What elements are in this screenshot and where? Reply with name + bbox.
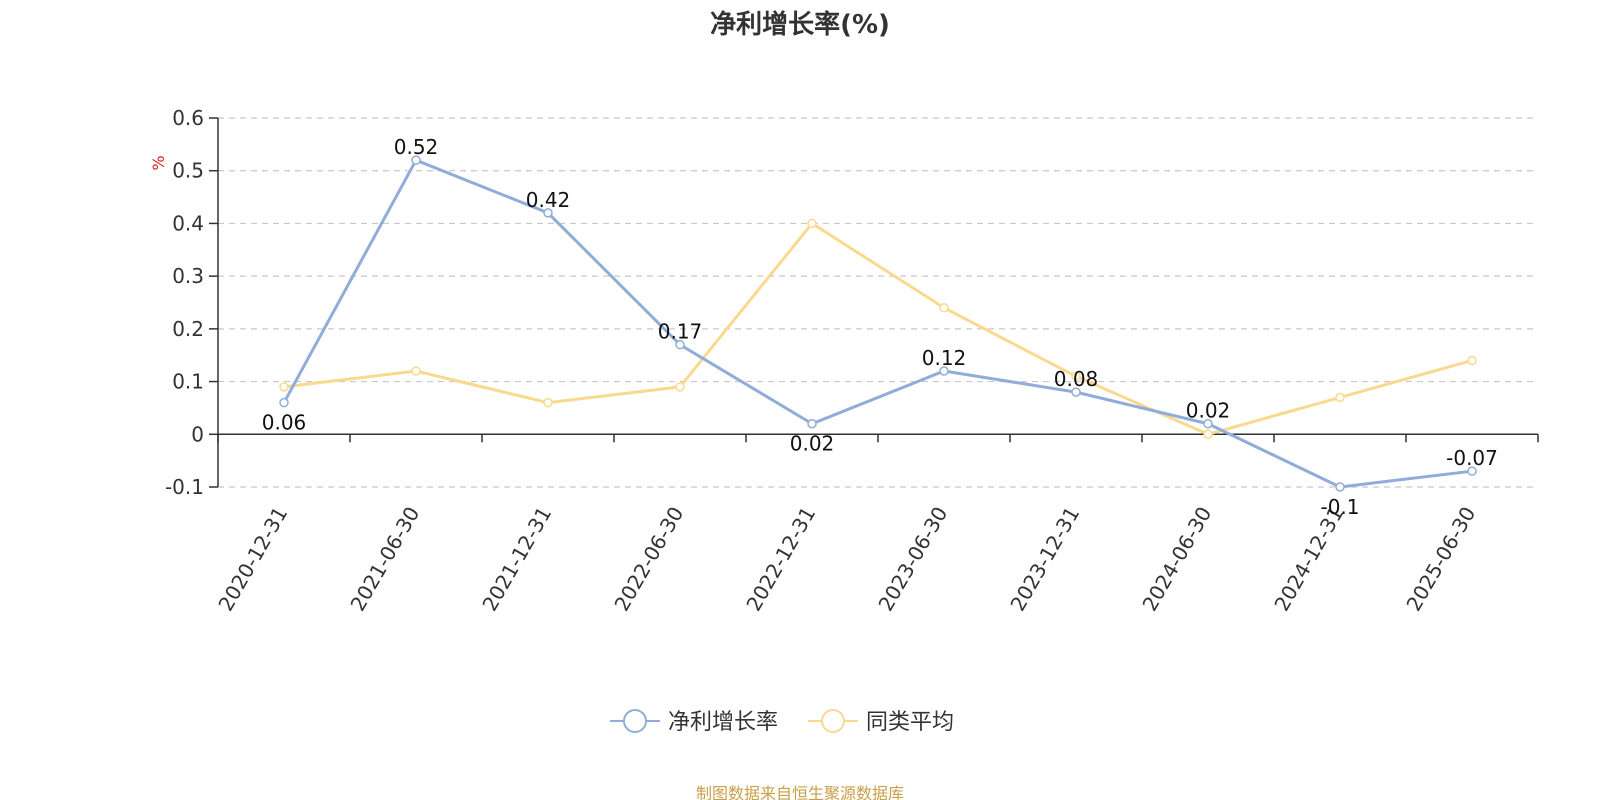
data-point-primary[interactable] — [411, 155, 421, 165]
x-tick-label: 2023-06-30 — [873, 503, 952, 616]
y-tick-label: 0.3 — [172, 264, 204, 288]
data-point-primary[interactable] — [675, 339, 685, 350]
x-tick-label: 2021-12-31 — [477, 503, 556, 616]
data-point-primary[interactable] — [1071, 387, 1081, 397]
source-note: 制图数据来自恒生聚源数据库 — [695, 784, 904, 800]
legend-marker-icon — [821, 709, 845, 733]
data-point-primary[interactable] — [543, 208, 553, 218]
data-point-primary[interactable] — [1203, 418, 1213, 429]
x-tick-label: 2024-12-31 — [1269, 503, 1348, 616]
data-point-average[interactable] — [1203, 429, 1213, 440]
data-point-average[interactable] — [1071, 371, 1081, 382]
data-point-average[interactable] — [279, 382, 289, 392]
data-label: 0.02 — [790, 432, 835, 456]
data-point-average[interactable] — [1335, 392, 1345, 403]
data-labels: 0.06 0.52 0.42 0.17 0.02 0.12 0.08 0.02 -0.1 -0.0… — [262, 135, 1498, 519]
data-point-primary[interactable] — [279, 397, 289, 408]
x-tick-label: 2022-06-30 — [609, 503, 688, 616]
data-point-primary[interactable] — [939, 366, 949, 376]
grid-lines — [218, 117, 1538, 488]
data-label: 0.52 — [394, 135, 439, 159]
legend-item-average[interactable]: 同类平均 — [808, 709, 954, 735]
legend-label: 同类平均 — [866, 710, 954, 735]
x-tick-label: 2025-06-30 — [1401, 503, 1480, 616]
data-point-average[interactable] — [807, 218, 817, 229]
legend-item-primary[interactable]: 净利增长率 — [610, 709, 778, 735]
y-axis-label: % — [149, 155, 168, 170]
y-tick-label: -0.1 — [165, 475, 204, 499]
legend-marker-icon — [623, 709, 647, 733]
y-tick-label: 0.4 — [172, 211, 204, 235]
legend-label: 净利增长率 — [668, 710, 778, 735]
data-point-primary[interactable] — [1335, 482, 1345, 492]
data-point-average[interactable] — [939, 303, 949, 313]
series-lines — [279, 155, 1477, 492]
x-tick-label: 2021-06-30 — [345, 503, 424, 616]
data-label: -0.1 — [1320, 495, 1359, 519]
data-label: 0.02 — [1186, 399, 1231, 423]
y-tick-label: 0.1 — [172, 370, 204, 394]
series-line-primary — [282, 158, 1473, 489]
data-point-primary[interactable] — [1467, 466, 1477, 476]
data-point-average[interactable] — [411, 366, 421, 376]
chart-title: 净利增长率(%) — [710, 10, 890, 40]
y-tick-label: 0.2 — [172, 317, 204, 341]
axes: 0.6 0.5 0.4 0.3 0.2 0.1 0 -0.1% 2020-12-31 2021-0… — [149, 106, 1539, 616]
data-label: 0.17 — [658, 320, 703, 344]
data-point-average[interactable] — [675, 382, 685, 392]
y-tick-label: 0 — [191, 422, 204, 446]
x-tick-label: 2020-12-31 — [213, 503, 292, 616]
x-tick-label: 2023-12-31 — [1005, 503, 1084, 616]
y-tick-label: 0.5 — [172, 159, 204, 183]
data-label: 0.06 — [262, 411, 307, 435]
x-tick-label: 2022-12-31 — [741, 503, 820, 616]
legend[interactable]: 净利增长率 同类平均 — [610, 709, 954, 735]
data-point-primary[interactable] — [807, 418, 817, 429]
data-point-average[interactable] — [543, 397, 553, 408]
data-point-average[interactable] — [1467, 355, 1477, 366]
series-line-average — [283, 221, 1473, 436]
data-label: 0.42 — [526, 188, 571, 212]
x-tick-label: 2024-06-30 — [1137, 503, 1216, 616]
data-label: -0.07 — [1446, 446, 1498, 470]
y-tick-label: 0.6 — [172, 106, 204, 130]
data-label: 0.12 — [922, 346, 967, 370]
data-label: 0.08 — [1054, 367, 1099, 391]
